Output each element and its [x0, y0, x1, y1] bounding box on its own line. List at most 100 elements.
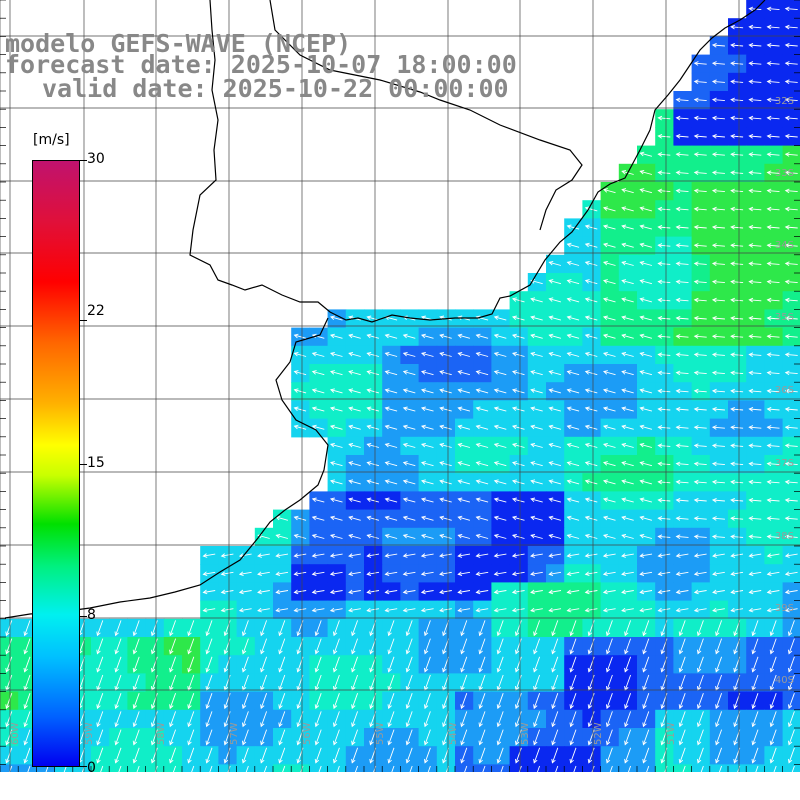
wind-arrow — [621, 370, 634, 376]
wind-arrow — [366, 607, 380, 613]
wind-cell — [91, 764, 110, 772]
wind-arrow — [409, 765, 413, 772]
wind-arrow — [439, 553, 452, 558]
wind-arrow — [402, 424, 416, 430]
wind-arrow — [311, 571, 325, 577]
wind-arrow — [730, 152, 744, 157]
wind-arrow — [657, 352, 671, 357]
wind-arrow — [657, 425, 671, 430]
wind-arrow — [551, 638, 559, 655]
wind-arrow — [711, 534, 725, 539]
wind-arrow — [423, 620, 431, 637]
wind-arrow — [150, 729, 158, 746]
wind-arrow — [548, 607, 562, 613]
lon-label: 58W — [156, 722, 167, 745]
lon-label: 51W — [666, 722, 677, 745]
wind-arrow — [293, 406, 307, 412]
wind-arrow — [696, 747, 704, 764]
wind-arrow — [257, 553, 270, 558]
wind-arrow — [784, 42, 798, 48]
wind-arrow — [530, 461, 543, 467]
wind-arrow — [420, 424, 434, 430]
wind-arrow — [511, 515, 525, 521]
wind-arrow — [584, 479, 598, 485]
wind-arrow — [766, 497, 780, 503]
wind-arrow — [314, 620, 322, 637]
wind-arrow — [293, 515, 307, 521]
wind-arrow — [238, 571, 252, 577]
wind-arrow — [730, 188, 744, 194]
wind-arrow — [405, 729, 413, 746]
wind-arrow — [730, 261, 744, 266]
wind-arrow — [387, 620, 395, 637]
wind-arrow — [621, 461, 634, 467]
wind-arrow — [657, 243, 671, 248]
wind-arrow — [475, 515, 489, 521]
wind-arrow — [751, 711, 759, 728]
wind-arrow — [329, 388, 343, 394]
wind-cell — [618, 764, 638, 772]
wind-arrow — [278, 747, 286, 764]
wind-arrow — [621, 607, 634, 613]
wind-arrow — [514, 656, 522, 673]
wind-arrow — [748, 42, 762, 48]
wind-arrow — [566, 224, 580, 230]
wind-arrow — [566, 461, 580, 467]
wind-arrow — [621, 224, 634, 230]
wind-arrow — [602, 279, 616, 285]
wind-arrow — [675, 188, 689, 194]
wind-arrow — [384, 571, 398, 577]
wind-arrow — [169, 693, 177, 710]
wind-arrow — [730, 607, 744, 613]
wind-arrow — [514, 638, 522, 655]
wind-arrow — [548, 515, 562, 521]
wind-arrow — [96, 656, 104, 673]
wind-arrow — [715, 747, 723, 764]
wind-arrow — [784, 607, 798, 613]
wind-arrow — [384, 406, 398, 412]
wind-arrow — [675, 152, 689, 157]
wind-arrow — [693, 279, 707, 285]
wind-cell — [145, 764, 165, 772]
wind-arrow — [533, 620, 541, 637]
wind-cell — [309, 764, 329, 772]
wind-arrow — [420, 533, 434, 539]
wind-arrow — [293, 370, 307, 376]
wind-arrow — [621, 260, 634, 266]
wind-cell — [163, 764, 183, 772]
wind-arrow — [332, 693, 340, 710]
wind-arrow — [402, 388, 416, 394]
wind-arrow — [548, 553, 562, 558]
wind-arrow — [766, 516, 780, 521]
wind-arrow — [420, 442, 434, 448]
wind-arrow — [573, 765, 577, 772]
wind-arrow — [457, 533, 471, 539]
wind-arrow — [621, 497, 634, 503]
wind-arrow — [769, 656, 777, 673]
wind-cell — [291, 764, 310, 772]
wind-arrow — [496, 620, 504, 637]
wind-arrow — [712, 571, 725, 577]
wind-arrow — [675, 224, 689, 230]
wind-arrow — [45, 765, 49, 772]
wind-arrow — [384, 424, 398, 430]
wind-arrow — [260, 656, 268, 673]
wind-arrow — [784, 516, 798, 521]
wind-arrow — [511, 553, 525, 558]
wind-arrow — [566, 607, 580, 613]
wind-arrow — [275, 589, 289, 595]
wind-arrow — [514, 711, 522, 728]
wind-arrow — [711, 315, 725, 321]
wind-arrow — [696, 711, 704, 728]
wind-arrow — [439, 370, 452, 376]
wind-arrow — [696, 729, 704, 746]
wind-arrow — [311, 351, 325, 357]
wind-arrow — [548, 533, 562, 539]
wind-arrow — [602, 533, 616, 539]
wind-arrow — [675, 97, 689, 103]
wind-cell — [782, 764, 800, 772]
wind-arrow — [311, 424, 325, 430]
wind-arrow — [751, 729, 759, 746]
wind-arrow — [700, 765, 704, 772]
wind-arrow — [402, 370, 416, 376]
